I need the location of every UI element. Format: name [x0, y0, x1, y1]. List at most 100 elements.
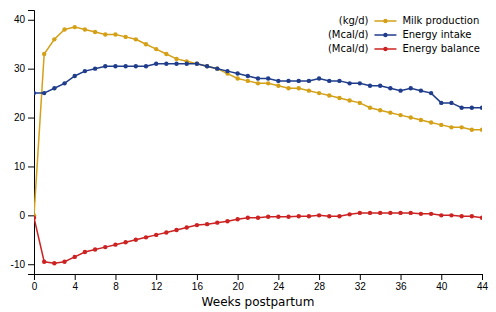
point	[307, 79, 311, 83]
point	[235, 217, 239, 221]
y-tick-label: 10	[14, 161, 26, 172]
y-tick-mark	[28, 69, 34, 70]
point	[256, 216, 260, 220]
y-tick-label: -10	[11, 259, 26, 270]
point	[215, 220, 219, 224]
y-tick: 30	[14, 63, 34, 74]
point	[195, 223, 199, 227]
point	[459, 125, 463, 129]
x-tick-label: 20	[233, 281, 245, 292]
point	[419, 88, 423, 92]
point	[297, 86, 301, 90]
point	[388, 86, 392, 90]
point	[195, 62, 199, 66]
series-line	[34, 27, 482, 215]
x-tick-mark	[238, 274, 239, 280]
x-tick-mark	[115, 274, 116, 280]
point	[103, 245, 107, 249]
point	[480, 216, 482, 220]
point	[123, 35, 127, 39]
point	[83, 69, 87, 73]
x-tick: 24	[273, 274, 285, 292]
x-tick-mark	[441, 274, 442, 280]
x-tick: 0	[32, 274, 38, 292]
point	[93, 66, 97, 70]
point	[327, 79, 331, 83]
x-tick-label: 36	[395, 281, 407, 292]
point	[246, 79, 250, 83]
x-tick-label: 28	[314, 281, 326, 292]
point	[439, 101, 443, 105]
point	[449, 213, 453, 217]
chart: 048121620242832364044-10010203040Weeks p…	[0, 0, 496, 312]
x-tick-mark	[319, 274, 320, 280]
marks	[34, 25, 482, 266]
point	[235, 76, 239, 80]
point	[439, 213, 443, 217]
point	[388, 211, 392, 215]
point	[480, 128, 482, 132]
point	[164, 62, 168, 66]
x-tick: 28	[314, 274, 326, 292]
point	[42, 91, 46, 95]
point	[154, 62, 158, 66]
point	[317, 213, 321, 217]
point	[449, 125, 453, 129]
x-tick-mark	[197, 274, 198, 280]
point	[235, 71, 239, 75]
point	[347, 98, 351, 102]
point	[34, 91, 36, 95]
point	[144, 235, 148, 239]
y-tick-mark	[28, 166, 34, 167]
point	[113, 64, 117, 68]
x-tick: 16	[192, 274, 204, 292]
legend-marker	[383, 33, 387, 37]
point	[205, 222, 209, 226]
point	[368, 211, 372, 215]
x-tick: 40	[436, 274, 448, 292]
legend-unit: (Mcal/d)	[328, 29, 369, 40]
point	[113, 242, 117, 246]
y-tick-label: 0	[19, 210, 25, 221]
point	[368, 84, 372, 88]
point	[144, 64, 148, 68]
point	[317, 76, 321, 80]
point	[429, 212, 433, 216]
point	[317, 91, 321, 95]
y-axis-line	[28, 11, 35, 275]
point	[347, 212, 351, 216]
x-tick-mark	[401, 274, 402, 280]
point	[52, 86, 56, 90]
point	[123, 64, 127, 68]
x-tick-label: 4	[72, 281, 78, 292]
y-tick: 10	[14, 161, 34, 172]
point	[307, 88, 311, 92]
x-tick-label: 24	[273, 281, 285, 292]
legend-marker	[383, 19, 387, 23]
point	[286, 215, 290, 219]
point	[174, 228, 178, 232]
point	[225, 219, 229, 223]
point	[134, 37, 138, 41]
x-tick: 44	[477, 274, 489, 292]
legend: Milk productionEnergy intakeEnergy balan…	[328, 15, 480, 54]
point	[103, 64, 107, 68]
point	[266, 76, 270, 80]
x-tick-label: 8	[113, 281, 119, 292]
x-tick-label: 16	[192, 281, 204, 292]
point	[398, 113, 402, 117]
y-tick: -10	[11, 259, 34, 270]
point	[378, 84, 382, 88]
point	[327, 214, 331, 218]
x-tick-label: 0	[32, 281, 38, 292]
y-tick-mark	[28, 264, 34, 265]
x-tick-label: 44	[477, 281, 489, 292]
point	[154, 233, 158, 237]
point	[409, 211, 413, 215]
legend-unit: (Mcal/d)	[328, 43, 369, 54]
point	[134, 238, 138, 242]
x-tick-mark	[360, 274, 361, 280]
point	[409, 115, 413, 119]
point	[266, 215, 270, 219]
point	[307, 214, 311, 218]
